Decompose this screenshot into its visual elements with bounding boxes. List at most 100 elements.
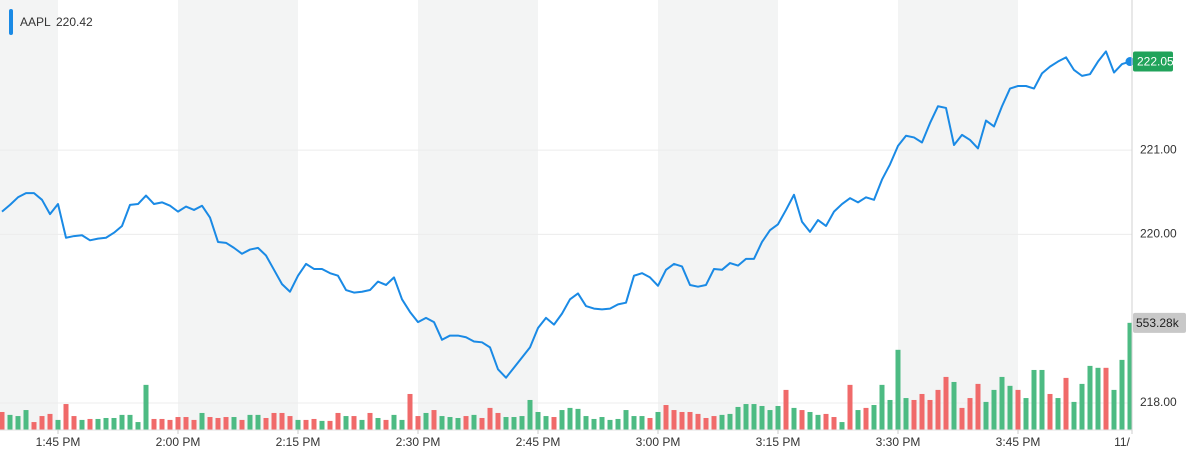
volume-bar	[1007, 385, 1013, 430]
volume-bar	[159, 418, 165, 430]
volume-bar	[383, 419, 389, 430]
volume-bar	[1119, 359, 1125, 430]
axes: 218.00 220.00 221.00 1:45 PM 2:00 PM 2:15 PM 2…	[36, 51, 1186, 449]
time-band	[898, 0, 1018, 430]
volume-bar	[431, 410, 437, 430]
volume-bar	[439, 416, 445, 430]
volume-bar	[911, 399, 917, 430]
volume-bar	[767, 410, 773, 430]
volume-bar	[903, 398, 909, 430]
volume-bar	[519, 416, 525, 430]
volume-bar	[815, 414, 821, 430]
volume-bar	[567, 407, 573, 430]
volume-bar	[239, 419, 245, 430]
volume-bar	[199, 412, 205, 430]
volume-bar	[47, 413, 53, 430]
volume-bars	[0, 322, 1133, 430]
x-tick-label: 3:30 PM	[876, 435, 921, 449]
volume-bar	[1055, 398, 1061, 430]
volume-bar	[399, 419, 405, 430]
volume-bar	[1063, 377, 1069, 430]
volume-bar	[759, 405, 765, 430]
volume-bar	[543, 416, 549, 430]
volume-bar	[935, 389, 941, 430]
volume-bar	[775, 405, 781, 430]
volume-bar	[495, 412, 501, 430]
volume-bar	[215, 417, 221, 430]
volume-bar	[855, 410, 861, 430]
x-tick-label: 3:00 PM	[636, 435, 681, 449]
volume-bar	[647, 417, 653, 430]
volume-bar	[15, 416, 21, 430]
volume-bar	[983, 401, 989, 430]
volume-bar	[127, 414, 133, 430]
x-tick-label: 2:15 PM	[276, 435, 321, 449]
volume-bar	[343, 416, 349, 430]
time-band	[178, 0, 298, 430]
volume-bar	[87, 418, 93, 430]
volume-bar	[735, 406, 741, 430]
volume-bar	[623, 410, 629, 430]
volume-bar	[751, 404, 757, 430]
volume-bar	[895, 349, 901, 430]
volume-bar	[1079, 383, 1085, 430]
volume-bar	[407, 393, 413, 430]
x-tick-label: 3:15 PM	[756, 435, 801, 449]
volume-bar	[23, 410, 29, 430]
volume-bar	[711, 416, 717, 430]
volume-bar	[7, 414, 13, 430]
volume-bar	[103, 417, 109, 430]
volume-bar	[327, 420, 333, 430]
volume-bar	[511, 417, 517, 430]
volume-bar	[95, 418, 101, 430]
volume-bar	[231, 417, 237, 430]
volume-bar	[55, 419, 61, 430]
volume-bar	[599, 417, 605, 430]
volume-bar	[783, 389, 789, 430]
volume-bar	[847, 384, 853, 430]
volume-bar	[247, 414, 253, 430]
volume-bar	[959, 407, 965, 430]
volume-bar	[263, 417, 269, 430]
volume-bar	[1047, 393, 1053, 430]
volume-bar	[967, 398, 973, 430]
x-tick-label: 11/	[1114, 435, 1130, 449]
volume-bar	[551, 417, 557, 430]
volume-bar	[975, 383, 981, 430]
volume-bar	[295, 419, 301, 430]
volume-bar	[887, 399, 893, 430]
volume-bar	[151, 418, 157, 430]
volume-bar	[1095, 367, 1101, 430]
y-tick-label: 221.00	[1140, 142, 1177, 156]
volume-bar	[1087, 365, 1093, 430]
volume-bar	[207, 417, 213, 430]
volume-bar	[167, 419, 173, 430]
volume-bar	[487, 407, 493, 430]
volume-bar	[575, 408, 581, 430]
volume-bar	[119, 414, 125, 430]
volume-bar	[1127, 322, 1133, 430]
time-band	[418, 0, 538, 430]
volume-bar	[279, 412, 285, 430]
volume-bar	[471, 414, 477, 430]
volume-bar	[311, 418, 317, 430]
volume-bar	[391, 414, 397, 430]
y-tick-label: 220.00	[1140, 227, 1177, 241]
volume-bar	[839, 422, 845, 430]
volume-bar	[39, 416, 45, 430]
volume-bar	[607, 419, 613, 430]
volume-bar	[999, 376, 1005, 430]
volume-bar	[111, 417, 117, 430]
volume-bar	[727, 413, 733, 430]
volume-bar	[943, 376, 949, 430]
time-band	[658, 0, 778, 430]
volume-bar	[135, 422, 141, 430]
x-tick-label: 1:45 PM	[36, 435, 81, 449]
volume-bar	[1103, 367, 1109, 430]
price-line	[1, 50, 1131, 379]
legend: AAPL 220.42	[9, 9, 93, 35]
x-tick-label: 3:45 PM	[996, 435, 1041, 449]
volume-bar	[255, 414, 261, 430]
